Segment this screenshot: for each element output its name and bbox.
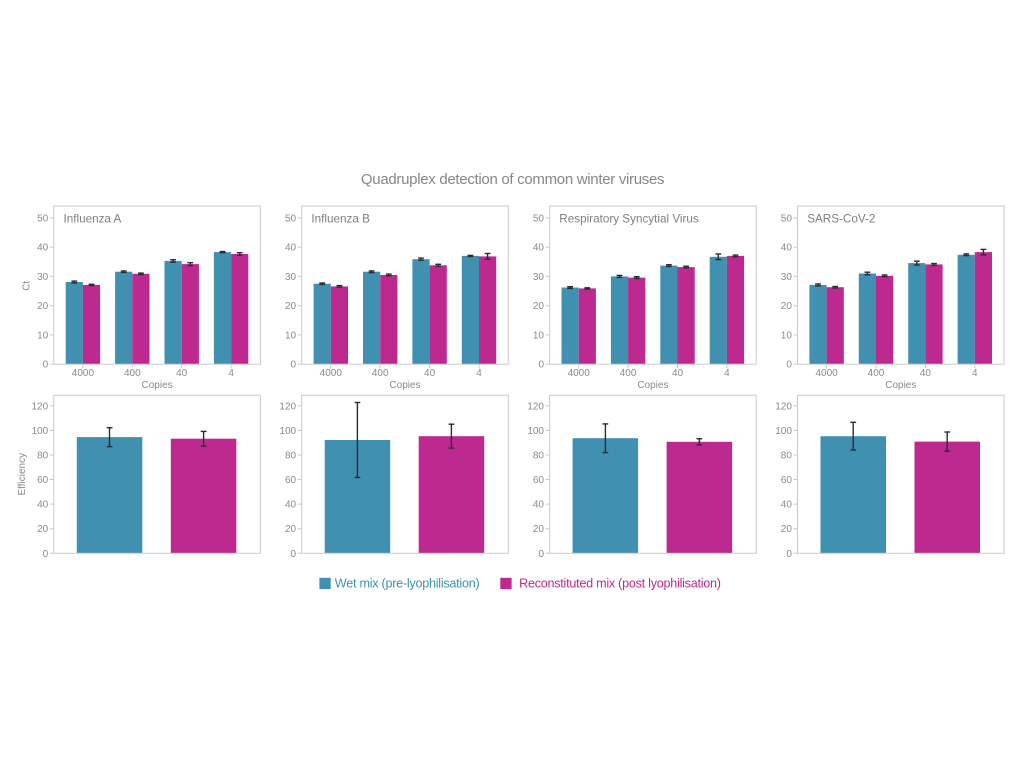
svg-text:10: 10 [781, 330, 793, 341]
svg-text:400: 400 [868, 368, 885, 379]
svg-text:10: 10 [533, 330, 545, 341]
svg-text:Copies: Copies [142, 380, 173, 391]
svg-text:0: 0 [291, 360, 297, 371]
svg-text:40: 40 [920, 368, 932, 379]
svg-text:0: 0 [538, 549, 544, 560]
svg-text:4000: 4000 [320, 368, 343, 379]
svg-text:10: 10 [285, 330, 297, 341]
svg-text:20: 20 [285, 524, 297, 535]
svg-text:SARS-CoV-2: SARS-CoV-2 [807, 212, 875, 225]
svg-text:30: 30 [781, 272, 793, 283]
svg-text:80: 80 [37, 451, 49, 462]
svg-text:120: 120 [527, 401, 544, 412]
svg-text:400: 400 [620, 368, 637, 379]
svg-text:Reconstituted mix (post lyophi: Reconstituted mix (post lyophilisation) [519, 577, 721, 591]
svg-text:20: 20 [781, 301, 793, 312]
svg-text:40: 40 [781, 243, 793, 254]
svg-text:Influenza B: Influenza B [311, 212, 370, 225]
svg-text:20: 20 [533, 301, 545, 312]
svg-text:Quadruplex detection of common: Quadruplex detection of common winter vi… [361, 171, 664, 188]
svg-text:400: 400 [124, 368, 141, 379]
svg-text:100: 100 [775, 426, 792, 437]
svg-text:0: 0 [538, 360, 544, 371]
svg-text:0: 0 [786, 549, 792, 560]
svg-text:80: 80 [285, 451, 297, 462]
svg-text:100: 100 [32, 426, 49, 437]
svg-text:400: 400 [372, 368, 389, 379]
svg-text:60: 60 [781, 475, 793, 486]
svg-text:40: 40 [533, 500, 545, 511]
svg-text:Copies: Copies [637, 380, 668, 391]
svg-text:0: 0 [786, 360, 792, 371]
svg-text:Ct: Ct [21, 281, 32, 291]
svg-text:4000: 4000 [568, 368, 591, 379]
svg-text:4: 4 [228, 368, 234, 379]
svg-text:40: 40 [176, 368, 188, 379]
svg-text:0: 0 [291, 549, 297, 560]
svg-text:20: 20 [37, 524, 49, 535]
svg-text:40: 40 [37, 500, 49, 511]
svg-text:100: 100 [527, 426, 544, 437]
svg-text:40: 40 [672, 368, 684, 379]
svg-text:4: 4 [476, 368, 482, 379]
svg-text:50: 50 [533, 213, 545, 224]
svg-text:Influenza A: Influenza A [64, 212, 122, 225]
svg-text:120: 120 [279, 401, 296, 412]
svg-text:10: 10 [37, 330, 49, 341]
svg-text:50: 50 [781, 213, 793, 224]
svg-text:20: 20 [533, 524, 545, 535]
svg-text:4: 4 [972, 368, 978, 379]
svg-text:30: 30 [285, 272, 297, 283]
svg-text:4: 4 [724, 368, 730, 379]
svg-text:30: 30 [37, 272, 49, 283]
svg-text:Wet mix (pre-lyophilisation): Wet mix (pre-lyophilisation) [335, 577, 480, 591]
svg-text:40: 40 [533, 243, 545, 254]
svg-text:Copies: Copies [389, 380, 420, 391]
svg-text:40: 40 [37, 243, 49, 254]
svg-text:50: 50 [285, 213, 297, 224]
svg-text:120: 120 [775, 401, 792, 412]
svg-text:40: 40 [285, 243, 297, 254]
svg-text:Copies: Copies [885, 380, 916, 391]
svg-text:Efficiency: Efficiency [17, 453, 28, 496]
svg-text:20: 20 [285, 301, 297, 312]
svg-text:60: 60 [37, 475, 49, 486]
svg-text:80: 80 [781, 451, 793, 462]
svg-text:40: 40 [285, 500, 297, 511]
svg-text:30: 30 [533, 272, 545, 283]
svg-text:0: 0 [43, 360, 49, 371]
svg-text:4000: 4000 [72, 368, 95, 379]
svg-text:40: 40 [781, 500, 793, 511]
svg-text:40: 40 [424, 368, 436, 379]
svg-text:50: 50 [37, 213, 49, 224]
svg-text:20: 20 [37, 301, 49, 312]
svg-text:120: 120 [32, 401, 49, 412]
svg-text:0: 0 [43, 549, 49, 560]
svg-text:60: 60 [533, 475, 545, 486]
svg-text:60: 60 [285, 475, 297, 486]
svg-text:Respiratory Syncytial Virus: Respiratory Syncytial Virus [559, 212, 699, 225]
svg-text:20: 20 [781, 524, 793, 535]
svg-text:4000: 4000 [815, 368, 838, 379]
svg-text:100: 100 [279, 426, 296, 437]
svg-text:80: 80 [533, 451, 545, 462]
